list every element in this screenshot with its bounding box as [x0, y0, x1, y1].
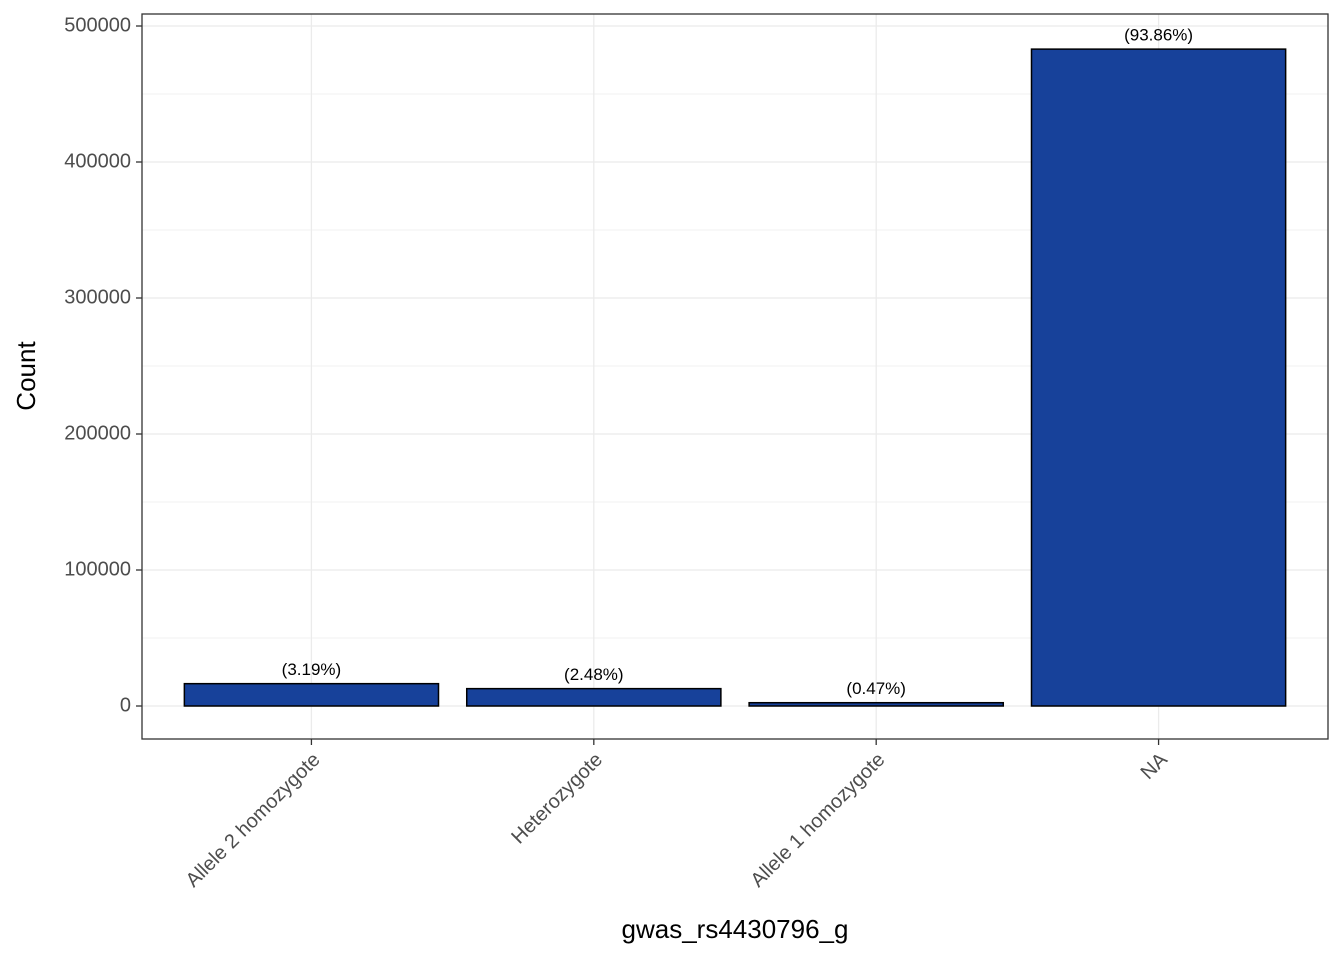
x-tick-label: Allele 2 homozygote [182, 749, 325, 892]
x-tick-label: Heterozygote [507, 749, 607, 849]
bar [183, 682, 440, 707]
y-tick-label: 300000 [64, 286, 131, 308]
y-tick-label: 400000 [64, 150, 131, 172]
bar-label: (2.48%) [564, 665, 624, 684]
bar-label: (3.19%) [282, 660, 342, 679]
bar [1030, 48, 1287, 707]
x-tick-label: NA [1137, 748, 1173, 784]
x-tick-label: Allele 1 homozygote [747, 749, 890, 892]
y-tick-label: 500000 [64, 14, 131, 36]
y-tick-label: 100000 [64, 558, 131, 580]
panel-border [141, 13, 1329, 740]
bar-label: (0.47%) [846, 679, 906, 698]
y-tick-label: 0 [120, 694, 131, 716]
y-tick-label: 200000 [64, 422, 131, 444]
y-axis-title: Count [11, 341, 41, 411]
bar [748, 701, 1005, 707]
x-axis-title: gwas_rs4430796_g [622, 914, 849, 944]
bar [465, 687, 722, 707]
bar-label: (93.86%) [1124, 26, 1193, 45]
